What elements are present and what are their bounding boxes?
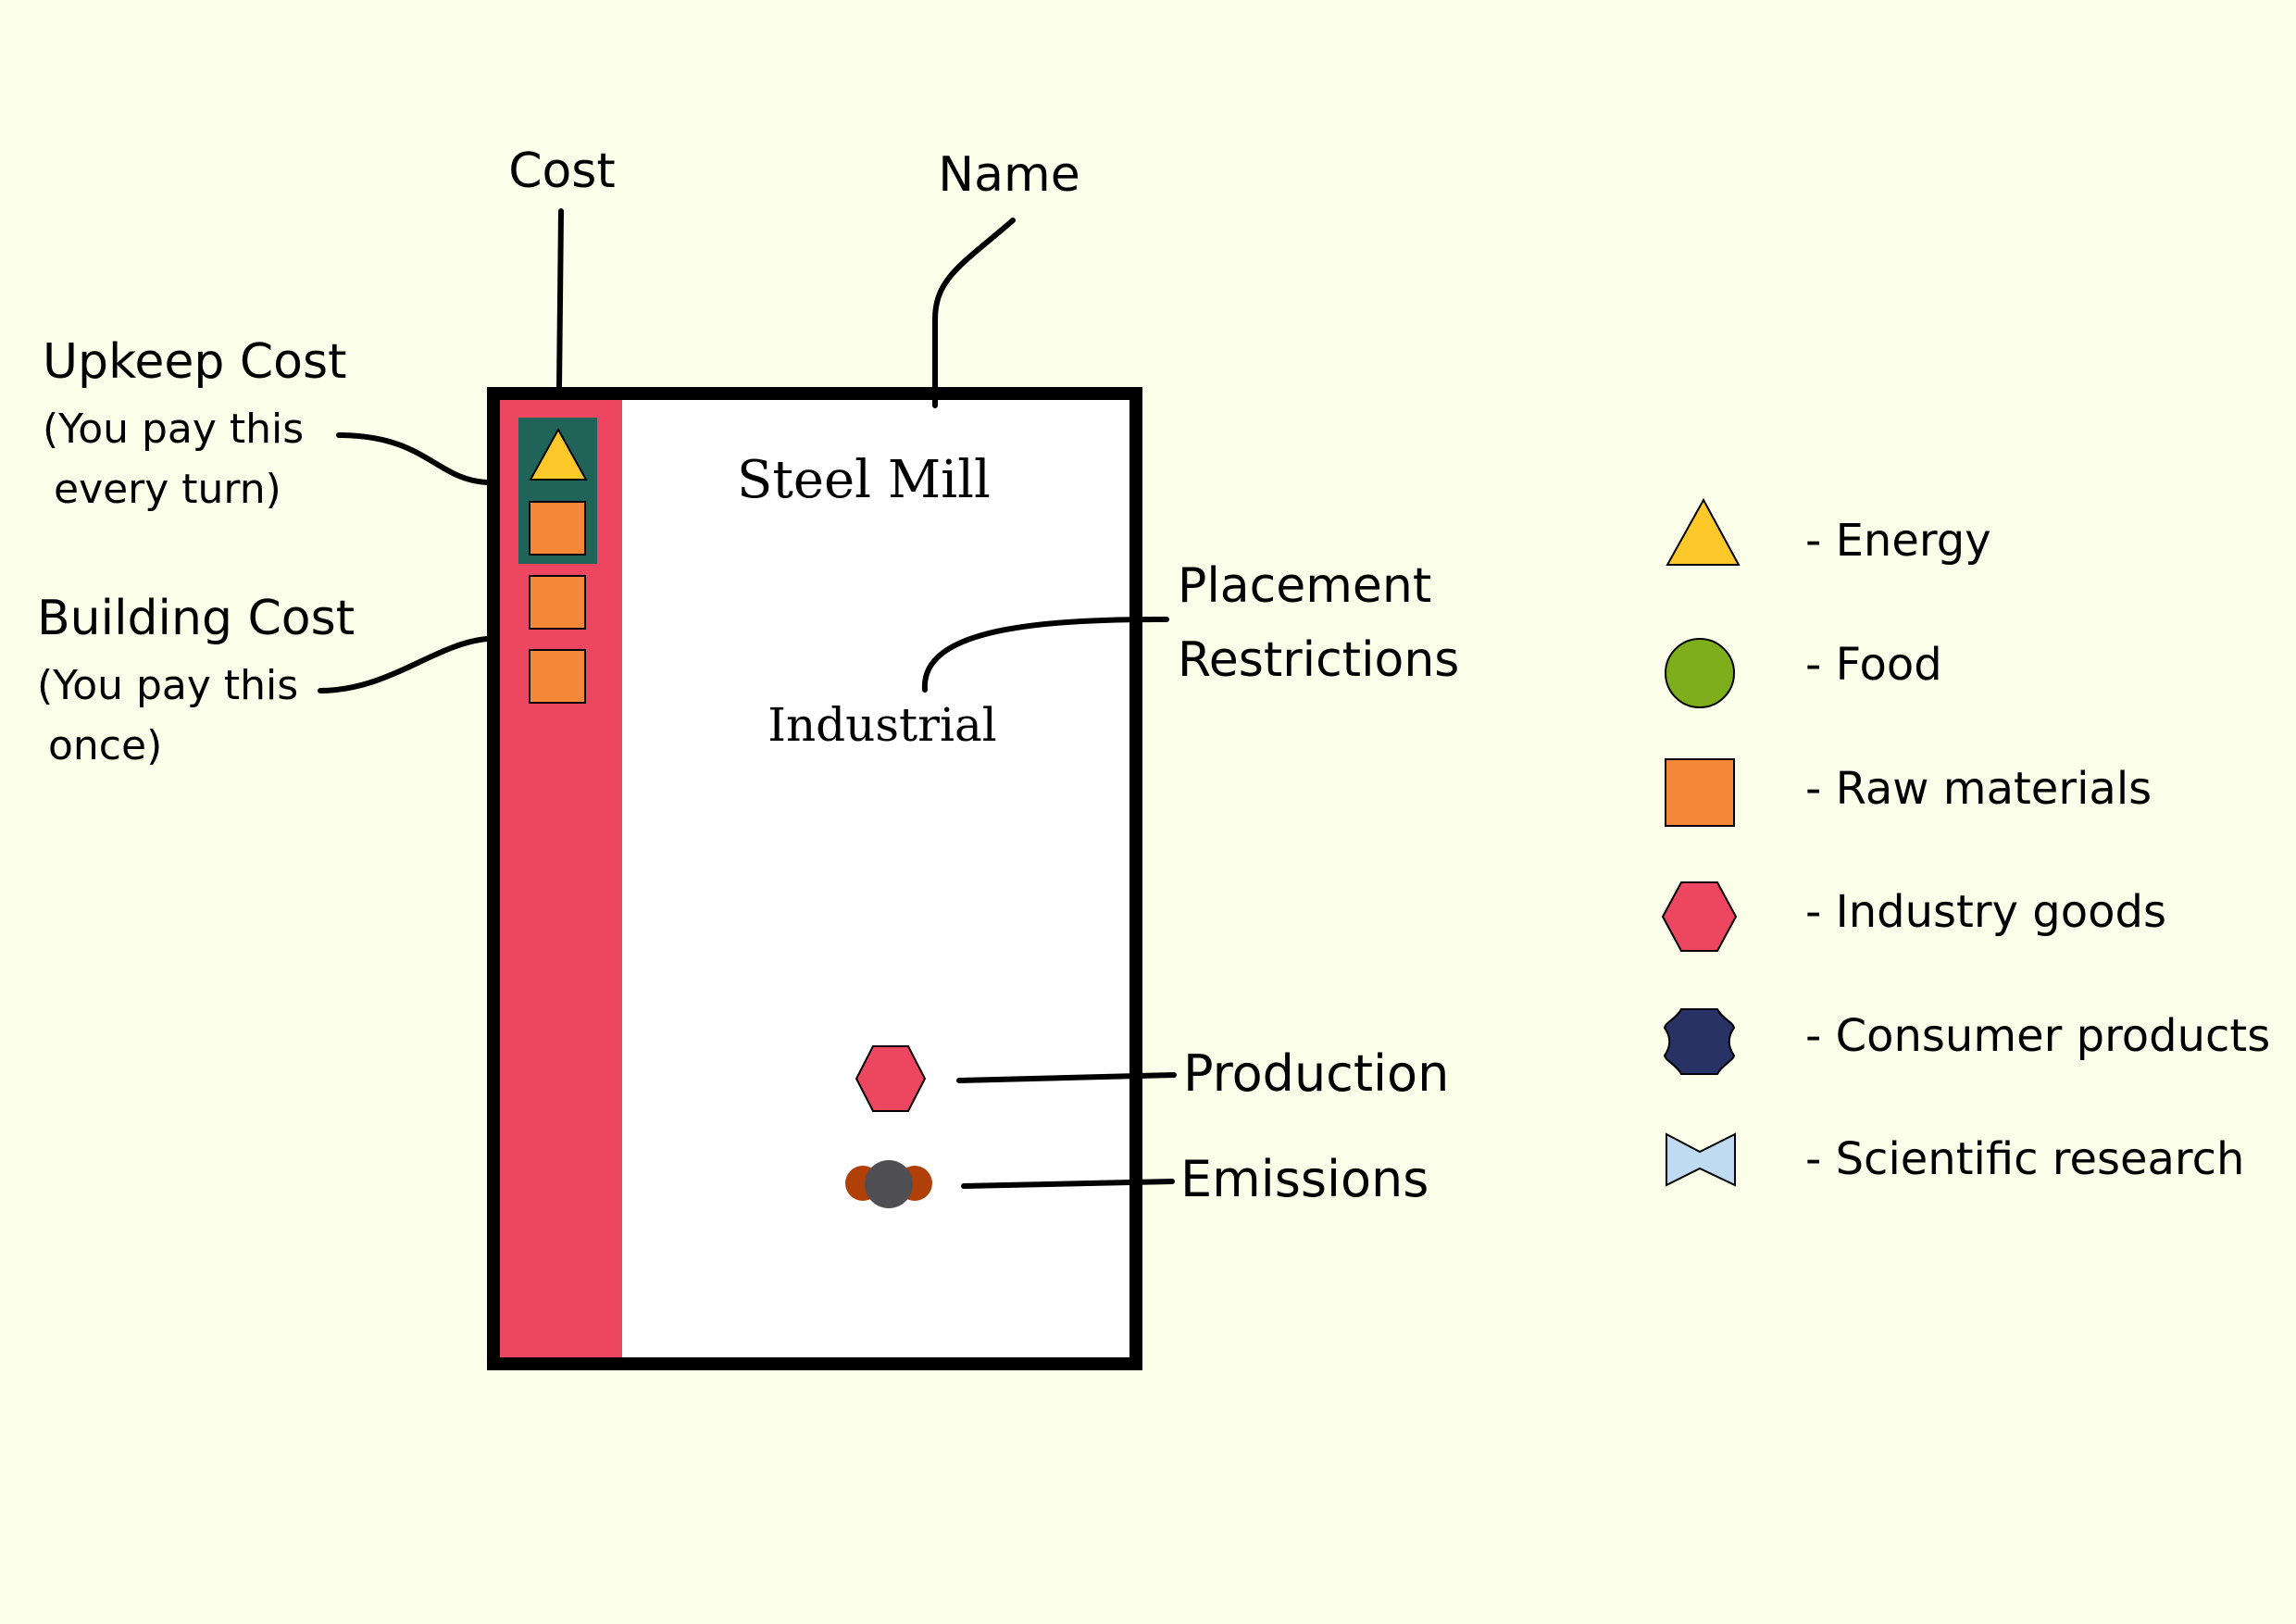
production-line xyxy=(956,1072,1177,1083)
legend-label-industry-goods: - Industry goods xyxy=(1805,886,2166,938)
legend-label-food: - Food xyxy=(1805,639,1942,691)
legend-label-scientific-research: - Scientific research xyxy=(1805,1133,2244,1185)
name-label: Name xyxy=(938,147,1079,203)
emissions-icon xyxy=(845,1160,932,1208)
raw-materials-icon xyxy=(1665,758,1735,827)
building-cost-title: Building Cost xyxy=(37,591,355,646)
production-label: Production xyxy=(1183,1044,1449,1103)
building-cost-note-1: (You pay this xyxy=(37,662,298,709)
consumer-products-icon xyxy=(1663,1008,1736,1075)
legend-label-energy: - Energy xyxy=(1805,515,1991,567)
upkeep-cost-note-2: every turn) xyxy=(54,466,281,513)
card-placement: Industrial xyxy=(767,698,997,752)
placement-label-1: Placement xyxy=(1178,558,1431,614)
upkeep-cost-note-1: (You pay this xyxy=(43,406,304,453)
placement-label-2: Restrictions xyxy=(1178,632,1459,688)
industry-goods-icon xyxy=(855,1045,927,1112)
legend-label-consumer-products: - Consumer products xyxy=(1805,1010,2270,1062)
food-icon xyxy=(1665,638,1735,708)
cost-line xyxy=(556,208,564,392)
building-card: Steel Mill Industrial xyxy=(487,387,1142,1370)
industry-goods-icon xyxy=(1661,881,1738,952)
callout-labels: Cost Name Upkeep Cost (You pay this ever… xyxy=(37,144,1459,1208)
emissions-label: Emissions xyxy=(1180,1150,1429,1208)
name-line xyxy=(932,218,1016,408)
placement-line xyxy=(921,616,1169,693)
building-line xyxy=(318,636,490,693)
raw-materials-icon xyxy=(529,501,586,556)
cost-label: Cost xyxy=(508,144,616,199)
resource-legend: - Energy - Food - Raw materials - Indust… xyxy=(1661,497,2270,1187)
legend-label-raw-materials: - Raw materials xyxy=(1805,763,2152,815)
raw-materials-icon xyxy=(529,575,586,630)
scientific-research-icon xyxy=(1666,1132,1736,1187)
energy-icon xyxy=(529,427,588,481)
card-name: Steel Mill xyxy=(737,450,991,510)
raw-materials-icon xyxy=(529,649,586,704)
energy-icon xyxy=(1666,497,1741,566)
upkeep-cost-title: Upkeep Cost xyxy=(43,334,346,390)
upkeep-line xyxy=(336,432,490,485)
callout-lines xyxy=(318,208,1177,1189)
emissions-line xyxy=(961,1179,1175,1189)
building-cost-note-2: once) xyxy=(48,722,162,769)
